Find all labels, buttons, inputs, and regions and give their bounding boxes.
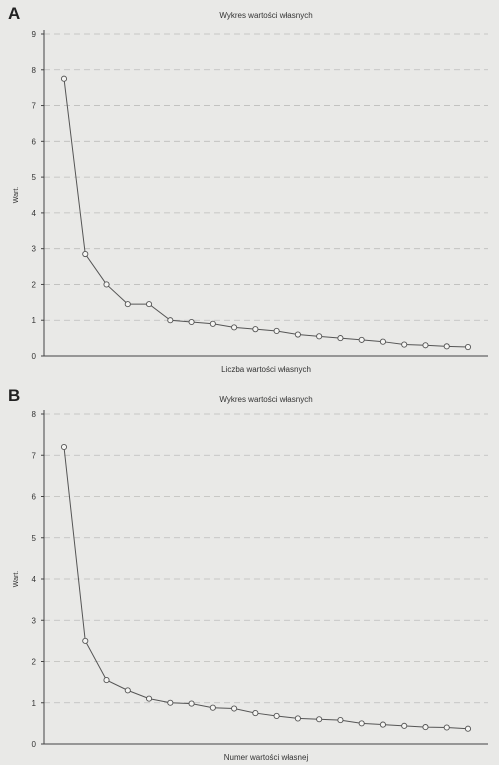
y-tick-label: 6: [32, 493, 37, 502]
y-tick-label: 2: [32, 658, 37, 667]
data-point: [316, 333, 323, 340]
data-point: [124, 687, 131, 694]
data-point: [443, 343, 450, 350]
y-tick-label: 9: [32, 30, 37, 39]
y-tick-label: 7: [32, 451, 37, 460]
data-point: [401, 722, 408, 729]
panel-a: A 0 1 2 3 4 5 6 7 8 9 Wykres wartości własnych Licz…: [0, 0, 499, 382]
data-point: [209, 704, 216, 711]
panel-b: B 0 1 2 3 4 5 6 7 8 Wykres wartości własnych Numer…: [0, 382, 499, 765]
y-tick-label: 7: [32, 102, 37, 111]
data-point: [188, 700, 195, 707]
data-point: [337, 717, 344, 724]
scree-plot-a: 0 1 2 3 4 5 6 7 8 9 Wykres wartości własnych Liczba…: [13, 11, 488, 374]
data-point: [82, 250, 89, 258]
data-point: [316, 716, 323, 723]
data-point: [358, 336, 365, 343]
data-point: [167, 699, 174, 706]
x-axis-label: Liczba wartości własnych: [221, 365, 311, 374]
data-point: [103, 677, 110, 684]
data-point: [231, 705, 238, 712]
data-point: [422, 342, 429, 349]
y-tick-label: 0: [32, 740, 37, 749]
data-point: [188, 318, 195, 326]
data-point: [167, 317, 174, 324]
y-tick-label: 0: [32, 352, 37, 361]
data-point: [379, 721, 386, 728]
series-line: [63, 78, 469, 348]
y-tick-label: 3: [32, 245, 37, 254]
data-point: [294, 715, 301, 722]
y-tick-label: 6: [32, 137, 37, 146]
data-point: [103, 281, 110, 288]
scree-plot-b: 0 1 2 3 4 5 6 7 8 Wykres wartości własnych Numer w…: [13, 395, 488, 762]
data-point: [443, 724, 450, 731]
y-tick-label: 1: [32, 316, 37, 325]
chart-title: Wykres wartości własnych: [219, 11, 312, 20]
y-tick-label: 5: [32, 173, 37, 182]
y-tick-label: 2: [32, 280, 37, 289]
x-axis-label: Numer wartości własnej: [224, 753, 309, 762]
data-point: [273, 327, 280, 335]
data-point: [252, 326, 259, 333]
data-point: [252, 710, 259, 717]
y-axis-label: Wart.: [13, 187, 20, 204]
data-point: [209, 320, 216, 327]
data-point: [82, 637, 89, 644]
data-point: [146, 695, 153, 702]
y-tick-label: 8: [32, 410, 37, 419]
data-point: [379, 338, 386, 345]
y-tick-label: 8: [32, 66, 37, 75]
data-point: [358, 720, 365, 727]
data-point: [401, 341, 408, 348]
y-tick-label: 4: [32, 209, 37, 218]
y-tick-label: 3: [32, 616, 37, 625]
data-point: [464, 725, 472, 732]
chart-title: Wykres wartości własnych: [219, 395, 312, 404]
y-tick-label: 5: [32, 534, 37, 543]
data-point: [294, 331, 301, 338]
y-tick-label: 1: [32, 699, 37, 708]
y-tick-label: 4: [32, 575, 37, 584]
series-line: [63, 446, 469, 730]
panel-letter: B: [8, 386, 21, 405]
data-point: [231, 324, 238, 331]
data-point: [60, 443, 68, 451]
data-point: [124, 301, 131, 308]
data-point: [146, 301, 153, 308]
data-point: [337, 335, 344, 342]
data-point: [422, 724, 429, 731]
y-axis-label: Wart.: [13, 571, 20, 588]
data-point: [464, 344, 472, 351]
panel-letter: A: [8, 4, 21, 23]
data-point: [273, 712, 280, 720]
data-point: [60, 75, 68, 82]
